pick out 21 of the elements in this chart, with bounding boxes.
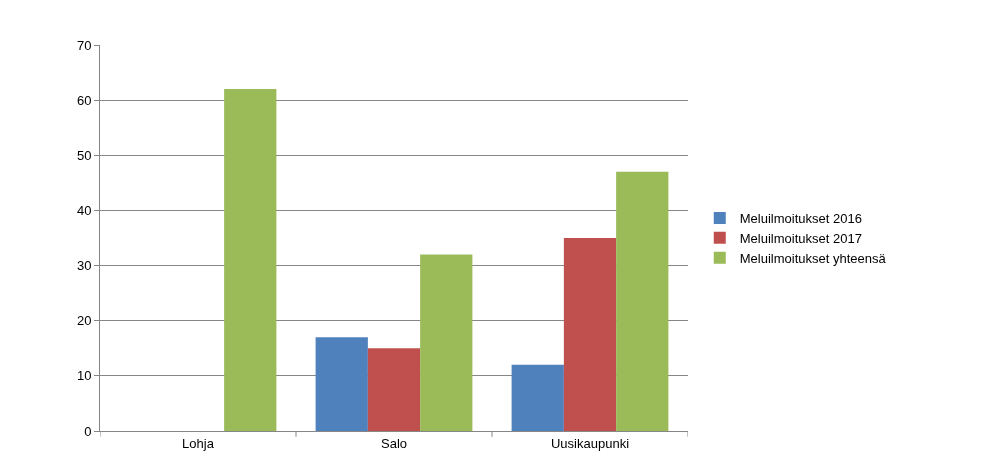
y-tick-label: 50: [76, 147, 92, 163]
y-tick-label: 70: [76, 37, 92, 53]
legend-label: Meluilmoitukset 2017: [739, 230, 862, 246]
y-tick-label: 0: [84, 423, 92, 439]
x-tick-label: Salo: [380, 435, 408, 451]
legend-label: Meluilmoitukset yhteensä: [739, 250, 887, 266]
bar: [616, 171, 669, 431]
bar: [511, 364, 564, 431]
legend-label: Meluilmoitukset 2016: [739, 211, 862, 227]
bar: [315, 337, 368, 431]
bar: [367, 348, 421, 431]
y-tick-label: 30: [76, 258, 92, 274]
y-tick-label: 40: [76, 202, 92, 218]
x-tick-label: Uusikaupunki: [550, 435, 630, 451]
bar: [224, 89, 277, 431]
y-tick-label: 10: [76, 368, 92, 384]
bar: [420, 254, 473, 431]
y-tick-label: 20: [76, 313, 92, 329]
bar: [563, 238, 617, 431]
x-tick-label: Lohja: [182, 435, 215, 451]
y-tick-label: 60: [76, 92, 92, 108]
